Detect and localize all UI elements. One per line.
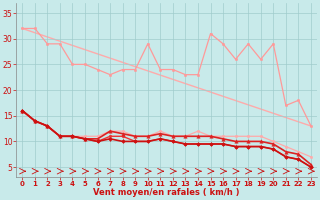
X-axis label: Vent moyen/en rafales ( km/h ): Vent moyen/en rafales ( km/h ) [93, 188, 240, 197]
